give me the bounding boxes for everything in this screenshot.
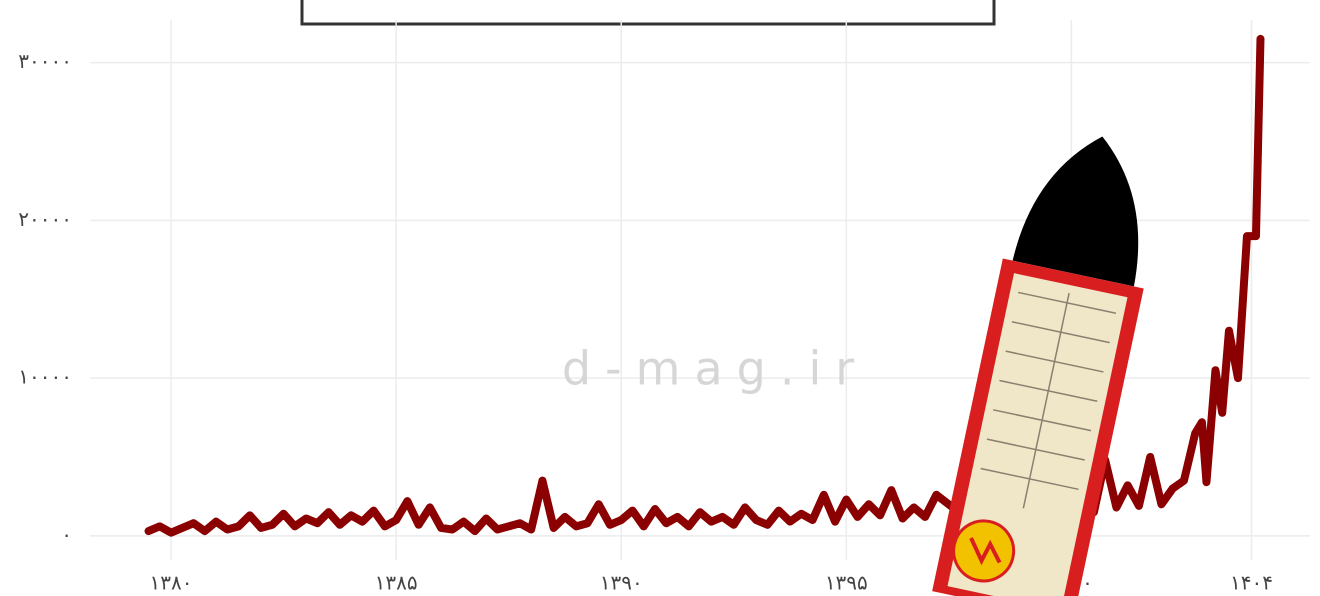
rocket-illustration bbox=[932, 136, 1144, 596]
x-tick-label: ۱۳۸۰ bbox=[150, 571, 193, 595]
x-tick-label: ۱۳۹۰ bbox=[600, 571, 643, 595]
y-tick-label: ۳۰۰۰۰ bbox=[18, 49, 72, 73]
y-tick-label: ۲۰۰۰۰ bbox=[18, 207, 72, 231]
x-tick-label: ۱۳۸۵ bbox=[375, 571, 418, 595]
title-box bbox=[300, 0, 996, 26]
y-tick-label: ۱۰۰۰۰ bbox=[18, 365, 72, 389]
data-line bbox=[144, 34, 1265, 537]
y-tick-label: ۰ bbox=[61, 522, 72, 546]
x-tick-label: ۱۳۹۵ bbox=[825, 571, 868, 595]
x-tick-label: ۱۴۰۴ bbox=[1230, 571, 1273, 595]
watermark: d-mag.ir bbox=[562, 342, 868, 396]
